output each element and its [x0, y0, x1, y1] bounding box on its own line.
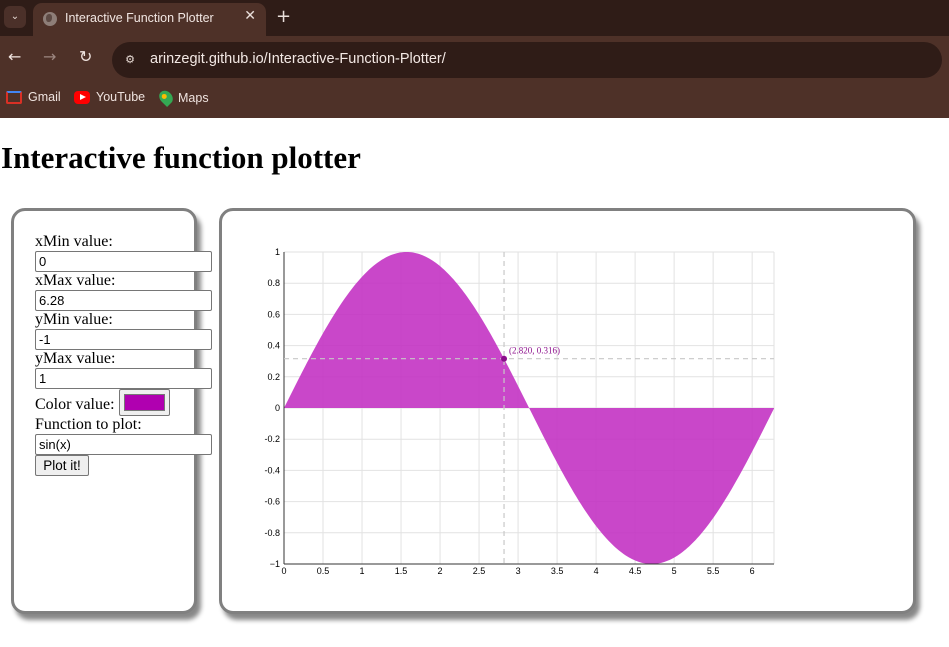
- function-input[interactable]: [35, 434, 212, 455]
- bookmark-label: Maps: [178, 90, 209, 105]
- browser-tabbar: ⌄ Interactive Function Plotter ✕ +: [0, 0, 949, 36]
- function-area: [284, 252, 774, 564]
- ymin-label: yMin value:: [35, 311, 113, 328]
- bookmark-gmail[interactable]: Gmail: [6, 90, 61, 104]
- bookmark-label: Gmail: [28, 90, 61, 104]
- y-tick-label: 1: [275, 247, 280, 257]
- forward-button[interactable]: →: [43, 47, 57, 66]
- xmin-label: xMin value:: [35, 233, 113, 250]
- function-label: Function to plot:: [35, 416, 142, 433]
- tab-search-button[interactable]: ⌄: [4, 6, 26, 28]
- ymin-input[interactable]: [35, 329, 212, 350]
- y-tick-label: 0.6: [267, 309, 280, 319]
- y-tick-label: -0.8: [264, 528, 280, 538]
- browser-toolbar: ← → ↻ ⚙ arinzegit.github.io/Interactive-…: [0, 36, 949, 82]
- bookmark-label: YouTube: [96, 90, 146, 104]
- controls-panel: xMin value: xMax value: yMin value: yMax…: [11, 208, 212, 614]
- x-tick-label: 4.5: [629, 566, 642, 576]
- function-plot[interactable]: 0 0.5 1 1.5 2 2.5 3 3.5 4 4.5 5 5.5 6 1 0.8 0.6 0.4 0.2 0 -…: [222, 211, 913, 611]
- y-tick-label: 0: [275, 403, 280, 413]
- y-tick-label: -0.2: [264, 434, 280, 444]
- x-tick-label: 5: [672, 566, 677, 576]
- y-tick-label: -0.4: [264, 465, 280, 475]
- new-tab-button[interactable]: +: [276, 6, 292, 27]
- page-title: Interactive function plotter: [1, 140, 361, 175]
- x-tick-label: 5.5: [707, 566, 720, 576]
- bookmark-maps[interactable]: Maps: [156, 87, 209, 108]
- xmin-input[interactable]: [35, 251, 212, 272]
- back-button[interactable]: ←: [8, 47, 22, 66]
- ymax-input[interactable]: [35, 368, 212, 389]
- globe-icon: [43, 12, 57, 26]
- x-tick-label: 0.5: [317, 566, 330, 576]
- y-tick-label: −1: [270, 559, 280, 569]
- x-tick-label: 0: [281, 566, 286, 576]
- y-tick-label: -0.6: [264, 497, 280, 507]
- tab-title: Interactive Function Plotter: [65, 11, 214, 25]
- reload-button[interactable]: ↻: [79, 47, 93, 66]
- tooltip-label: (2.820, 0.316): [509, 346, 560, 356]
- x-tick-label: 2: [438, 566, 443, 576]
- xmax-input[interactable]: [35, 290, 212, 311]
- x-tick-label: 1.5: [395, 566, 408, 576]
- color-picker[interactable]: [119, 389, 170, 416]
- color-swatch: [124, 394, 165, 411]
- color-label: Color value:: [35, 396, 115, 413]
- plot-panel: 0 0.5 1 1.5 2 2.5 3 3.5 4 4.5 5 5.5 6 1 0.8 0.6 0.4 0.2 0 -…: [219, 208, 916, 614]
- site-settings-icon[interactable]: ⚙: [125, 53, 135, 66]
- maps-icon: [156, 87, 176, 108]
- x-tick-label: 3: [516, 566, 521, 576]
- bookmarks-bar: Gmail YouTube Maps: [0, 82, 949, 118]
- plot-button[interactable]: Plot it!: [35, 455, 89, 476]
- youtube-icon: [74, 90, 90, 104]
- address-bar[interactable]: ⚙ arinzegit.github.io/Interactive-Functi…: [112, 42, 942, 78]
- y-tick-label: 0.2: [267, 372, 280, 382]
- close-icon[interactable]: ✕: [244, 8, 256, 24]
- x-tick-label: 4: [594, 566, 599, 576]
- x-tick-label: 2.5: [473, 566, 486, 576]
- y-tick-label: 0.8: [267, 278, 280, 288]
- xmax-label: xMax value:: [35, 272, 116, 289]
- y-tick-label: 0.4: [267, 341, 280, 351]
- ymax-label: yMax value:: [35, 350, 116, 367]
- x-tick-label: 6: [750, 566, 755, 576]
- gmail-icon: [6, 90, 22, 104]
- x-tick-label: 1: [360, 566, 365, 576]
- url-text: arinzegit.github.io/Interactive-Function…: [150, 51, 446, 67]
- browser-tab[interactable]: Interactive Function Plotter ✕: [33, 3, 266, 36]
- tooltip-point: [501, 355, 508, 362]
- bookmark-youtube[interactable]: YouTube: [74, 90, 145, 104]
- x-tick-label: 3.5: [551, 566, 564, 576]
